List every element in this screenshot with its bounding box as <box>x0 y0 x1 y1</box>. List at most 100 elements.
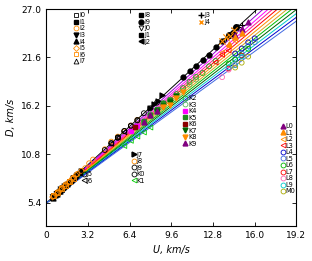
Point <box>115 135 120 139</box>
Point <box>55 190 60 194</box>
Point <box>122 129 127 133</box>
Point <box>50 195 55 199</box>
Point <box>232 28 236 32</box>
Point <box>154 108 159 112</box>
Point <box>220 51 225 55</box>
Point <box>77 170 82 174</box>
Point <box>239 54 244 58</box>
Point <box>71 176 76 180</box>
Point <box>148 112 153 116</box>
Point <box>71 175 76 179</box>
Point <box>58 187 63 191</box>
Point <box>200 57 205 62</box>
Point <box>161 105 166 109</box>
Point <box>226 49 231 53</box>
Point <box>160 93 165 98</box>
Point <box>226 66 231 70</box>
Point <box>187 82 192 87</box>
Point <box>66 181 71 185</box>
Point <box>226 62 231 66</box>
Point <box>51 194 56 198</box>
Point <box>58 188 63 193</box>
Point <box>193 78 198 82</box>
Point <box>67 180 72 184</box>
Point <box>174 92 179 96</box>
Point <box>63 183 68 187</box>
Point <box>54 192 59 196</box>
Point <box>59 186 64 190</box>
Point <box>246 44 251 48</box>
Point <box>74 173 79 177</box>
Point <box>58 188 63 192</box>
Point <box>128 123 133 128</box>
Point <box>54 192 59 196</box>
Point <box>252 40 257 44</box>
Point <box>148 113 153 117</box>
Point <box>74 173 79 177</box>
Point <box>66 181 71 185</box>
Y-axis label: D, km/s: D, km/s <box>6 99 16 136</box>
Point <box>200 71 205 75</box>
Point <box>55 190 60 194</box>
Point <box>122 144 127 148</box>
Point <box>61 185 66 189</box>
Point <box>239 23 244 27</box>
Point <box>62 184 67 188</box>
Point <box>154 109 159 113</box>
Point <box>239 54 244 58</box>
Point <box>63 183 68 187</box>
Point <box>102 148 107 152</box>
Point <box>148 106 153 110</box>
Point <box>141 130 146 135</box>
Point <box>148 106 153 110</box>
Point <box>122 130 127 134</box>
Point <box>63 184 68 188</box>
Point <box>226 42 231 46</box>
Point <box>239 27 244 31</box>
Point <box>168 98 173 103</box>
Point <box>74 173 79 177</box>
Point <box>66 181 71 185</box>
Point <box>187 69 192 73</box>
Point <box>135 118 140 122</box>
Point <box>109 140 114 144</box>
Point <box>70 177 75 181</box>
Point <box>109 141 114 146</box>
Point <box>220 39 225 43</box>
Point <box>72 175 77 179</box>
Point <box>68 179 73 183</box>
Point <box>220 53 225 57</box>
Point <box>213 60 218 64</box>
Point <box>156 99 161 103</box>
Point <box>79 168 84 173</box>
Point <box>50 196 55 200</box>
Point <box>168 98 173 102</box>
Point <box>79 169 84 173</box>
Point <box>239 55 244 59</box>
Point <box>230 31 235 35</box>
Point <box>65 182 70 186</box>
Point <box>181 90 186 94</box>
Point <box>115 135 120 140</box>
Point <box>235 25 240 29</box>
Point <box>232 26 236 31</box>
Point <box>63 182 68 186</box>
Point <box>63 183 68 187</box>
Point <box>71 175 76 180</box>
Point <box>58 188 63 192</box>
Point <box>233 39 238 43</box>
Point <box>181 86 186 90</box>
Point <box>246 40 251 44</box>
Point <box>55 191 60 195</box>
Point <box>102 147 107 151</box>
Point <box>51 194 56 198</box>
Point <box>75 173 80 177</box>
Point <box>135 118 140 123</box>
Point <box>226 68 231 72</box>
Point <box>207 64 212 68</box>
Point <box>135 127 140 131</box>
Point <box>213 45 218 49</box>
Point <box>148 113 153 117</box>
Point <box>59 186 64 190</box>
Point <box>57 189 62 193</box>
